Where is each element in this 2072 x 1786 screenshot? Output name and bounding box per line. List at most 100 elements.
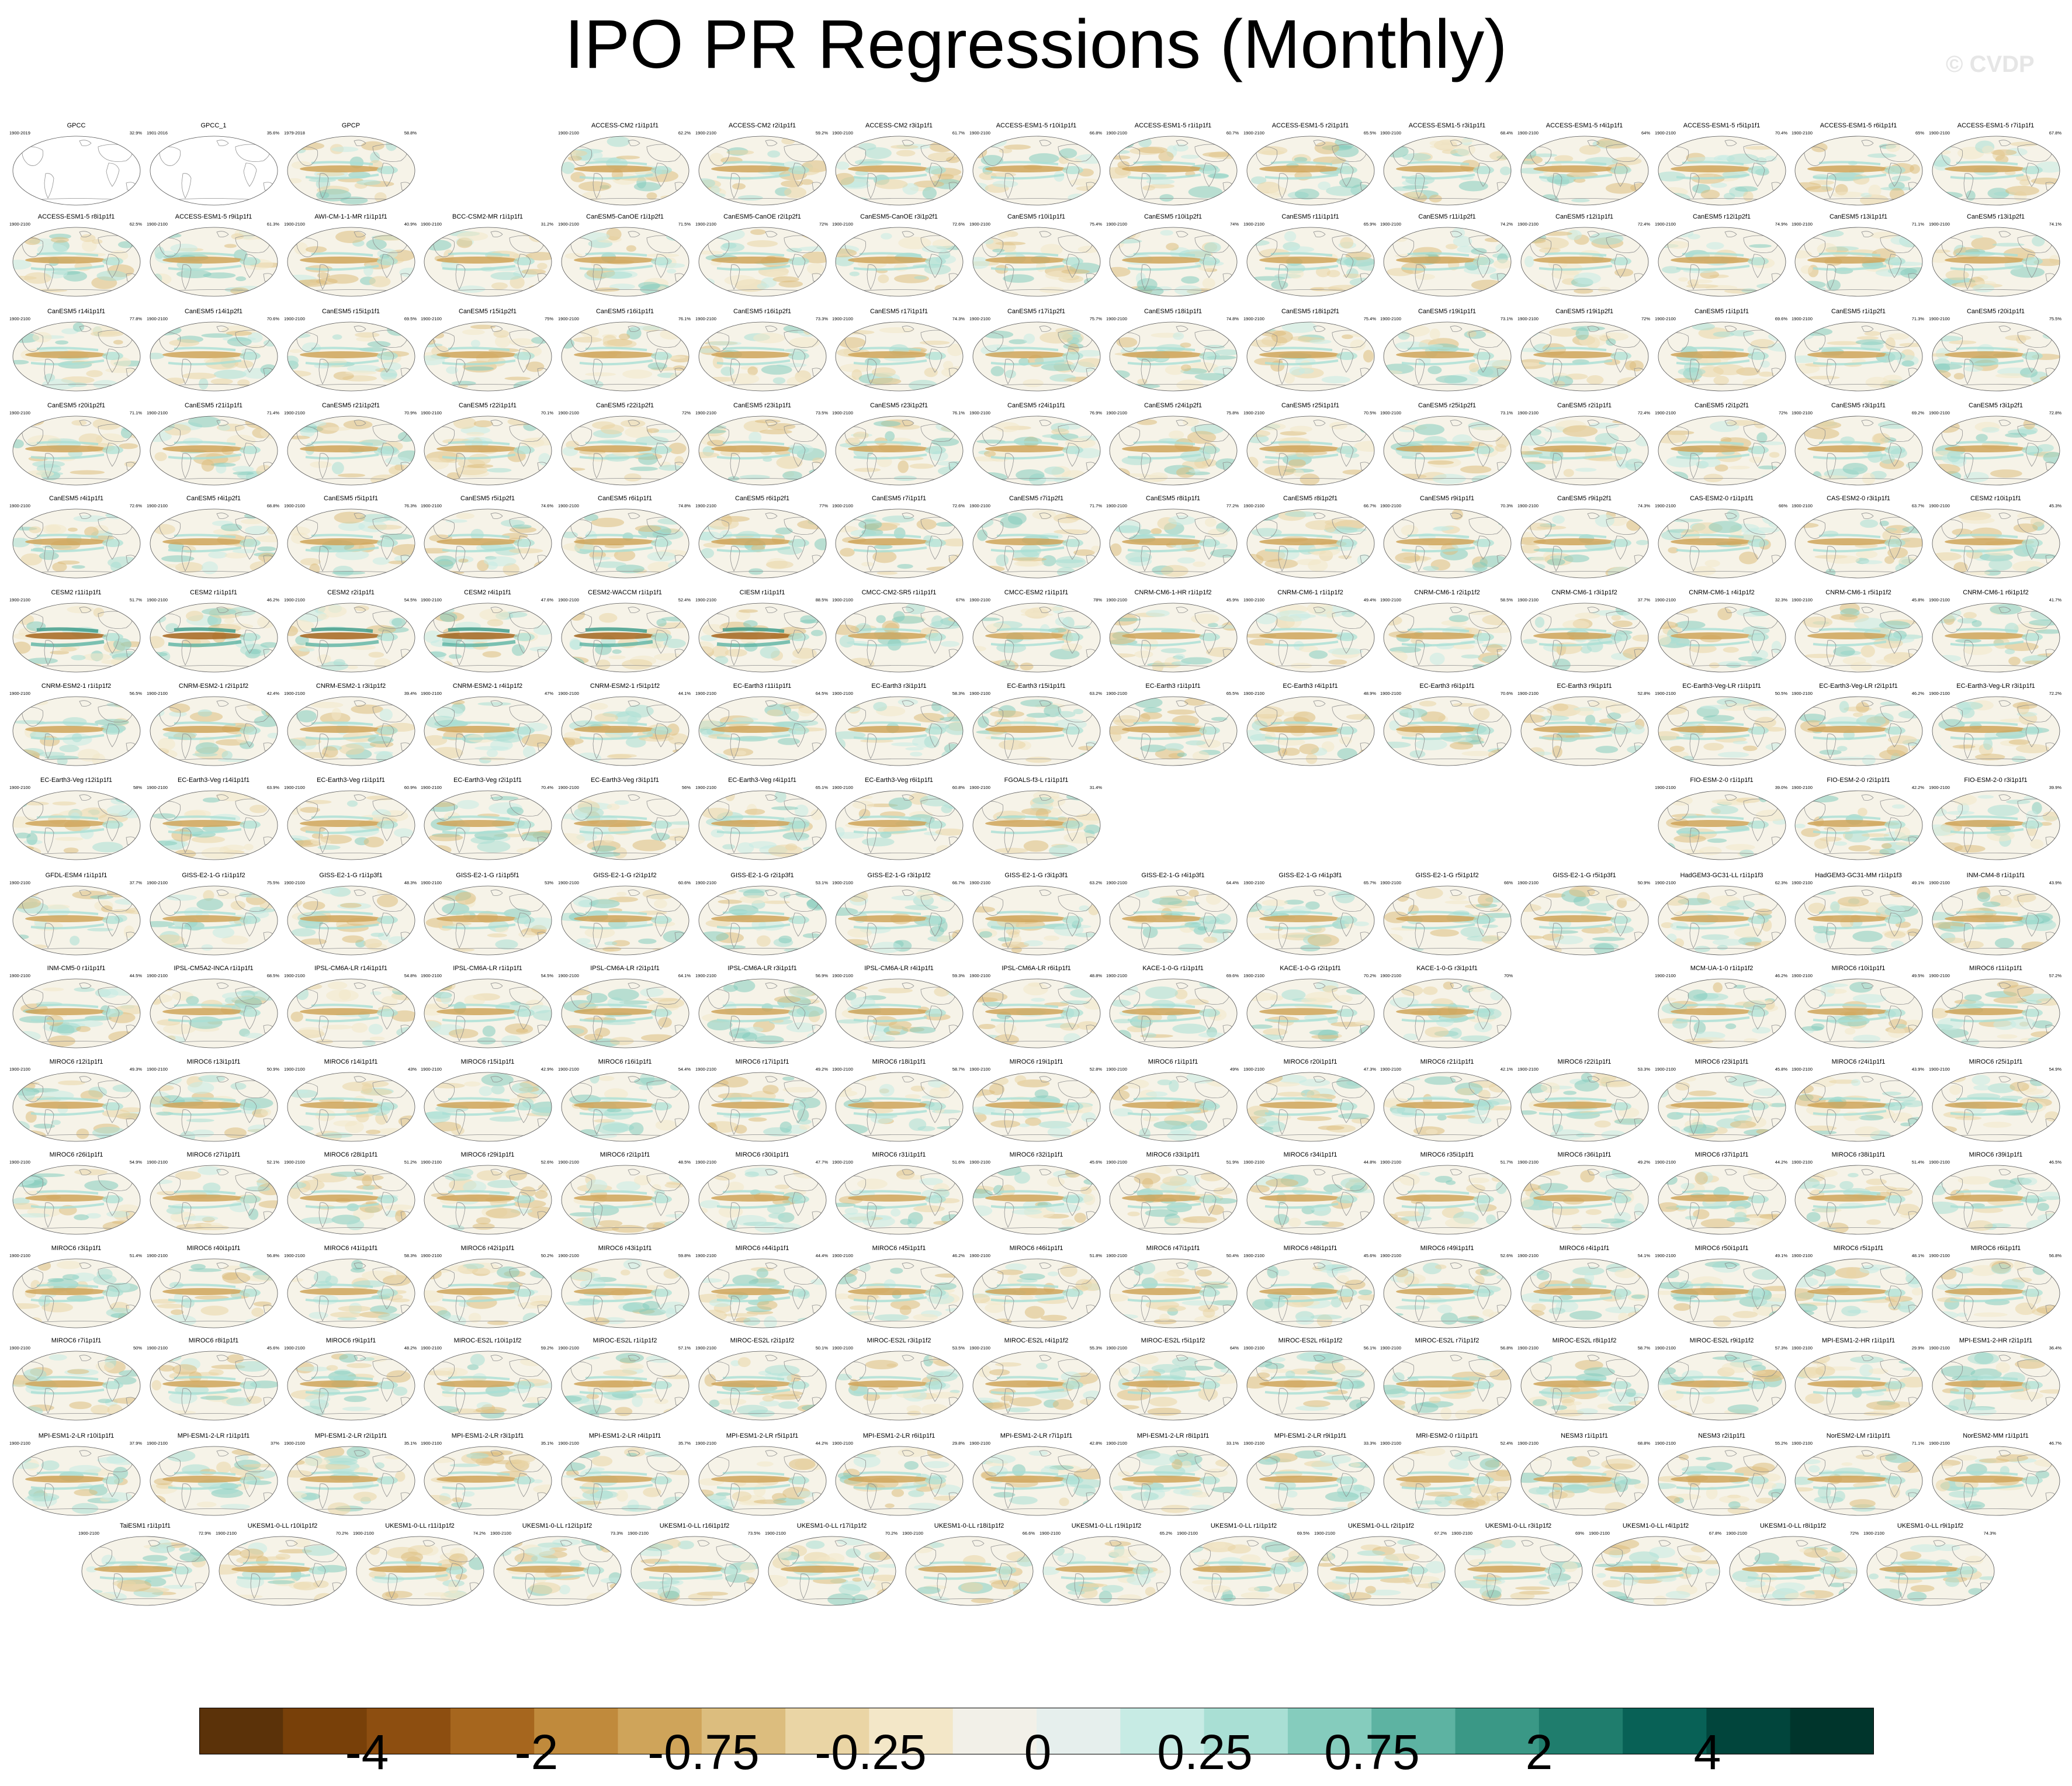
panel-years: 1900-2100 — [969, 785, 990, 790]
regression-map — [424, 227, 552, 297]
panel-title: MRI-ESM2-0 r1i1p1f1 — [1416, 1432, 1478, 1439]
panel-title: MIROC6 r50i1p1f1 — [1695, 1245, 1749, 1252]
panel-title: MIROC6 r39i1p1f1 — [1969, 1151, 2023, 1158]
map-panel-31: CanESM5 r14i1p2f1 1900-2100 70.6% — [145, 308, 282, 394]
regression-map — [1932, 885, 2060, 956]
regression-map — [1794, 1446, 1923, 1516]
panel-title: GISS-E2-1-G r1i1p5f1 — [456, 872, 519, 879]
panel-title: CNRM-CM6-1 r3i1p1f2 — [1551, 589, 1617, 596]
regression-map — [698, 1258, 827, 1328]
map-panel-119: GISS-E2-1-G r1i1p5f1 1900-2100 53% — [420, 872, 556, 958]
map-panel-24: CanESM5 r11i1p1f1 1900-2100 65.9% — [1242, 213, 1378, 300]
regression-map — [150, 1351, 278, 1421]
regression-map — [835, 227, 964, 297]
panel-title: MIROC6 r27i1p1f1 — [186, 1151, 241, 1158]
regression-map — [1246, 1351, 1375, 1421]
map-panel-155: MIROC6 r21i1p1f1 1900-2100 42.1% — [1379, 1058, 1515, 1145]
regression-map — [1794, 885, 1923, 956]
regression-map — [150, 790, 278, 860]
panel-title: UKESM1-0-LL r9i1p1f2 — [1897, 1522, 1964, 1529]
panel-years: 1900-2100 — [1929, 1253, 1950, 1258]
panel-percent: 49% — [1229, 1067, 1239, 1072]
panel-title: CanESM5 r23i1p1f1 — [733, 402, 792, 409]
map-panel-179: MIROC6 r43i1p1f1 1900-2100 59.8% — [557, 1245, 693, 1331]
panel-title: EC-Earth3 r9i1p1f1 — [1557, 683, 1612, 690]
regression-map — [972, 321, 1101, 392]
panel-years: 1900-2100 — [1655, 130, 1676, 136]
panel-title: FGOALS-f3-L r1i1p1f1 — [1004, 777, 1069, 784]
regression-map — [1109, 696, 1238, 766]
panel-percent: 62.5% — [129, 221, 142, 227]
panel-percent: 74.3% — [1983, 1531, 1996, 1536]
panel-percent: 50.4% — [1226, 1253, 1239, 1258]
regression-map — [1383, 978, 1512, 1048]
panel-years: 1900-2100 — [695, 1441, 716, 1446]
panel-title: MIROC6 r37i1p1f1 — [1695, 1151, 1749, 1158]
panel-years: 1900-2100 — [765, 1531, 786, 1536]
panel-percent: 46.2% — [266, 597, 279, 603]
panel-percent: 35.7% — [678, 1441, 691, 1446]
regression-map — [424, 696, 552, 766]
panel-title: MIROC6 r33i1p1f1 — [1146, 1151, 1200, 1158]
colorbar-swatch-12 — [1120, 1708, 1205, 1754]
panel-title: MIROC-ES2L r6i1p1f2 — [1278, 1337, 1343, 1344]
regression-map — [1317, 1536, 1446, 1606]
map-panel-89: CNRM-CM6-1 r6i1p1f2 1900-2100 41.7% — [1928, 589, 2064, 676]
panel-years: 1900-2100 — [1380, 880, 1401, 885]
colorbar-label-4: -0.25 — [815, 1725, 927, 1780]
map-panel-136: IPSL-CM6A-LR r3i1p1f1 1900-2100 56.9% — [694, 965, 830, 1051]
panel-percent: 77.2% — [1226, 503, 1239, 508]
regression-map — [1246, 321, 1375, 392]
panel-percent: 76.1% — [952, 410, 965, 416]
map-panel-71: CanESM5 r9i1p2f1 1900-2100 74.3% — [1516, 495, 1652, 582]
regression-map — [424, 416, 552, 486]
regression-map — [561, 696, 689, 766]
panel-title: MIROC6 r49i1p1f1 — [1420, 1245, 1474, 1252]
map-panel-213: MPI-ESM1-2-LR r8i1p1f1 1900-2100 33.1% — [1105, 1432, 1241, 1519]
panel-percent: 64% — [1229, 1345, 1239, 1351]
map-panel-94: CNRM-ESM2-1 r5i1p1f2 1900-2100 44.1% — [557, 683, 693, 769]
panel-title: CanESM5 r13i1p2f1 — [1966, 213, 2025, 220]
panel-percent: 74.6% — [540, 503, 553, 508]
map-panel-195: MIROC-ES2L r2i1p1f2 1900-2100 50.1% — [694, 1337, 830, 1424]
panel-title: CAS-ESM2-0 r1i1p1f1 — [1690, 495, 1754, 502]
colorbar-label-5: 0 — [1024, 1725, 1052, 1780]
map-panel-66: CanESM5 r7i1p1f1 1900-2100 72.6% — [831, 495, 967, 582]
regression-map — [561, 321, 689, 392]
regression-map — [1932, 136, 2060, 206]
panel-years: 1900-2100 — [147, 1441, 168, 1446]
map-panel-201: MIROC-ES2L r8i1p1f2 1900-2100 58.7% — [1516, 1337, 1652, 1424]
panel-years: 1900-2100 — [1380, 503, 1401, 508]
regression-map — [424, 1165, 552, 1235]
panel-years: 1900-2100 — [1106, 1345, 1127, 1351]
panel-title: CanESM5 r15i1p2f1 — [458, 308, 517, 315]
regression-map — [287, 1165, 415, 1235]
regression-map — [150, 603, 278, 673]
regression-map — [1383, 136, 1512, 206]
regression-map — [12, 1446, 141, 1516]
map-panel-42: CanESM5 r1i1p1f1 1900-2100 69.6% — [1654, 308, 1790, 394]
map-panel-38: CanESM5 r18i1p1f1 1900-2100 74.8% — [1105, 308, 1241, 394]
panel-years: 1900-2100 — [1792, 1345, 1813, 1351]
panel-percent: 63.2% — [1089, 880, 1102, 885]
map-panel-193: MIROC-ES2L r10i1p1f2 1900-2100 59.2% — [420, 1337, 556, 1424]
regression-map — [1109, 978, 1238, 1048]
panel-percent: 35.1% — [540, 1441, 553, 1446]
map-panel-81: CMCC-CM2-SR5 r1i1p1f1 1900-2100 67% — [831, 589, 967, 676]
map-panel-12: ACCESS-ESM1-5 r5i1p1f1 1900-2100 70.4% — [1654, 122, 1790, 209]
panel-percent: 68.5% — [266, 973, 279, 978]
panel-years: 1900-2100 — [421, 785, 442, 790]
panel-percent: 64.5% — [815, 691, 828, 696]
panel-title: CanESM5 r6i1p2f1 — [735, 495, 789, 502]
map-panel-121: GISS-E2-1-G r2i1p3f1 1900-2100 53.1% — [694, 872, 830, 958]
panel-title: EC-Earth3-Veg-LR r3i1p1f1 — [1956, 683, 2035, 690]
map-panel-150: MIROC6 r17i1p1f1 1900-2100 49.2% — [694, 1058, 830, 1145]
panel-percent: 70.2% — [1363, 973, 1376, 978]
panel-percent: 49.2% — [815, 1067, 828, 1072]
panel-years: 1900-2100 — [1929, 973, 1950, 978]
panel-years: 1900-2100 — [558, 130, 579, 136]
panel-percent: 53.5% — [952, 1345, 965, 1351]
panel-years: 1900-2100 — [1792, 1067, 1813, 1072]
panel-years: 1900-2100 — [421, 880, 442, 885]
regression-map — [561, 508, 689, 579]
